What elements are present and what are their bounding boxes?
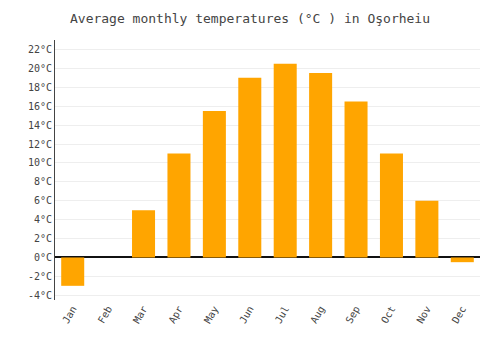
svg-text:Nov: Nov	[414, 304, 433, 325]
svg-text:Average monthly temperatures (: Average monthly temperatures (°C ) in Oş…	[70, 11, 430, 26]
svg-text:Oct: Oct	[379, 304, 398, 325]
svg-text:14°C: 14°C	[28, 120, 52, 131]
svg-text:Apr: Apr	[166, 304, 185, 325]
svg-text:-4°C: -4°C	[28, 290, 52, 301]
svg-text:Jul: Jul	[273, 304, 292, 325]
svg-text:8°C: 8°C	[34, 176, 52, 187]
svg-text:Aug: Aug	[308, 304, 327, 325]
svg-text:0°C: 0°C	[34, 252, 52, 263]
svg-text:-2°C: -2°C	[28, 271, 52, 282]
svg-text:10°C: 10°C	[28, 157, 52, 168]
svg-text:Mar: Mar	[131, 304, 150, 325]
svg-text:Feb: Feb	[96, 304, 115, 325]
svg-text:20°C: 20°C	[28, 63, 52, 74]
svg-text:Jun: Jun	[237, 304, 256, 325]
svg-text:6°C: 6°C	[34, 195, 52, 206]
svg-text:Jan: Jan	[60, 304, 79, 325]
svg-text:May: May	[202, 304, 221, 325]
svg-text:22°C: 22°C	[28, 44, 52, 55]
svg-text:12°C: 12°C	[28, 139, 52, 150]
svg-text:Dec: Dec	[450, 304, 469, 325]
svg-text:2°C: 2°C	[34, 233, 52, 244]
svg-text:18°C: 18°C	[28, 82, 52, 93]
svg-text:4°C: 4°C	[34, 214, 52, 225]
svg-text:Sep: Sep	[344, 304, 363, 325]
svg-text:16°C: 16°C	[28, 101, 52, 112]
